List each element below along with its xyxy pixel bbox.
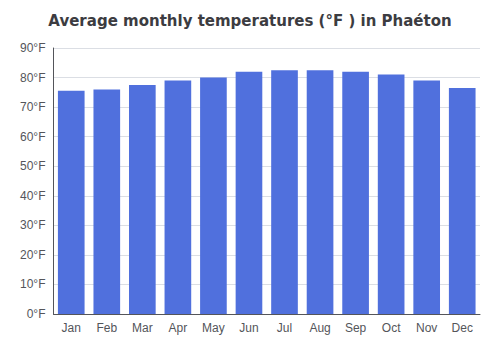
svg-text:70°F: 70°F bbox=[20, 100, 45, 114]
svg-text:80°F: 80°F bbox=[20, 71, 45, 85]
svg-text:20°F: 20°F bbox=[20, 248, 45, 262]
svg-text:May: May bbox=[202, 321, 225, 335]
svg-text:50°F: 50°F bbox=[20, 159, 45, 173]
svg-text:Sep: Sep bbox=[345, 321, 367, 335]
svg-text:Aug: Aug bbox=[309, 321, 330, 335]
svg-text:10°F: 10°F bbox=[20, 277, 45, 291]
svg-text:Jun: Jun bbox=[239, 321, 258, 335]
svg-text:40°F: 40°F bbox=[20, 189, 45, 203]
svg-text:Feb: Feb bbox=[96, 321, 117, 335]
svg-text:Jan: Jan bbox=[62, 321, 81, 335]
svg-text:0°F: 0°F bbox=[27, 307, 46, 321]
svg-text:Nov: Nov bbox=[416, 321, 437, 335]
svg-text:Oct: Oct bbox=[382, 321, 401, 335]
svg-text:Mar: Mar bbox=[132, 321, 153, 335]
svg-text:Jul: Jul bbox=[277, 321, 292, 335]
svg-text:90°F: 90°F bbox=[20, 41, 45, 55]
svg-text:Apr: Apr bbox=[169, 321, 188, 335]
svg-text:Average monthly temperatures (: Average monthly temperatures (°F ) in Ph… bbox=[48, 12, 451, 30]
svg-text:60°F: 60°F bbox=[20, 130, 45, 144]
svg-text:Dec: Dec bbox=[452, 321, 473, 335]
svg-text:30°F: 30°F bbox=[20, 218, 45, 232]
